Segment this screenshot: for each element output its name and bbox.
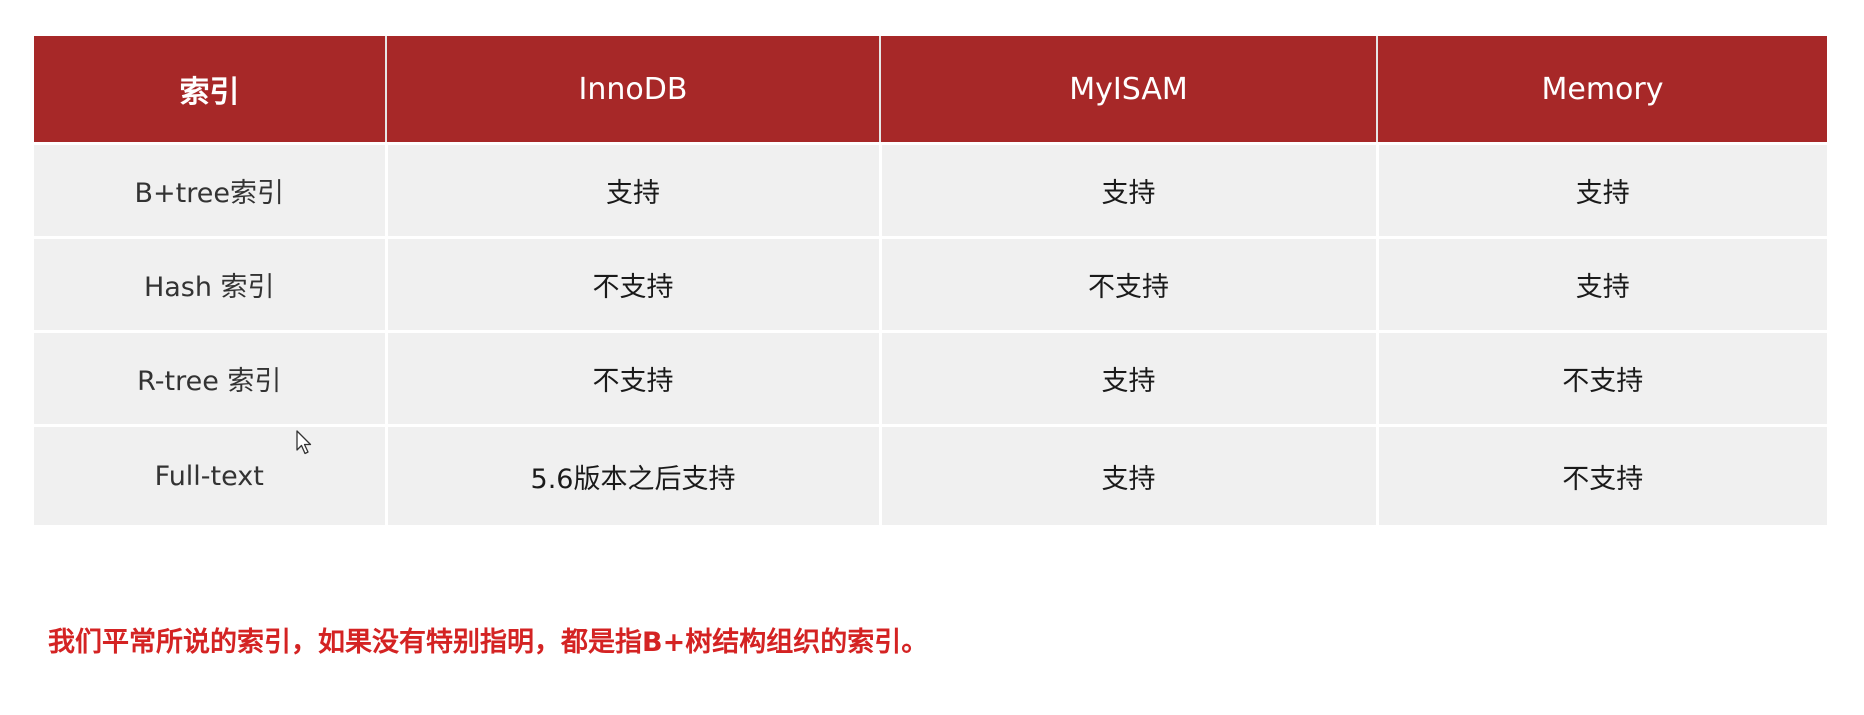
header-index: 索引 [34,36,387,144]
header-memory: Memory [1377,36,1827,144]
cell-innodb: 不支持 [386,236,882,332]
footnote-text: 我们平常所说的索引，如果没有特别指明，都是指B+树结构组织的索引。 [48,627,929,658]
cell-memory: 不支持 [1377,330,1827,426]
table-row-hash: Hash 索引 不支持 不支持 支持 [34,236,1827,332]
row-label: B+tree索引 [34,142,388,238]
cell-myisam: 支持 [880,330,1379,426]
cell-myisam: 支持 [880,424,1379,525]
header-innodb: InnoDB [386,36,881,144]
mouse-pointer-icon [296,430,312,455]
table-row-btree: B+tree索引 支持 支持 支持 [34,142,1827,238]
table-row-fulltext: Full-text 5.6版本之后支持 支持 不支持 [34,424,1827,525]
cell-myisam: 不支持 [880,236,1379,332]
header-row: 索引 InnoDB MyISAM Memory [34,36,1827,144]
row-label: R-tree 索引 [34,330,388,426]
table-row-rtree: R-tree 索引 不支持 支持 不支持 [34,330,1827,426]
index-comparison-table: 索引 InnoDB MyISAM Memory B+tree索引 支持 支持 支… [34,36,1827,525]
table-header: 索引 InnoDB MyISAM Memory [34,36,1827,144]
row-label: Hash 索引 [34,236,388,332]
cell-memory: 支持 [1377,142,1827,238]
cell-memory: 不支持 [1377,424,1827,525]
cell-memory: 支持 [1377,236,1827,332]
cell-innodb: 5.6版本之后支持 [386,424,882,525]
header-myisam: MyISAM [880,36,1378,144]
cell-myisam: 支持 [880,142,1379,238]
table-body: B+tree索引 支持 支持 支持 Hash 索引 不支持 不支持 支持 R-t… [34,142,1827,525]
row-label: Full-text [34,424,388,525]
cell-innodb: 支持 [386,142,882,238]
cell-innodb: 不支持 [386,330,882,426]
